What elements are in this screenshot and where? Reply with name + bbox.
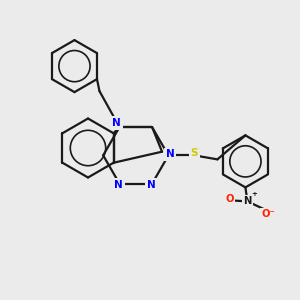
Text: N: N: [243, 196, 252, 206]
Text: N: N: [147, 180, 155, 190]
Text: N: N: [112, 118, 121, 128]
Text: +: +: [251, 191, 257, 197]
Text: S: S: [191, 148, 198, 158]
Text: N: N: [166, 149, 175, 159]
Text: O: O: [225, 194, 234, 204]
Text: N: N: [114, 180, 123, 190]
Text: O⁻: O⁻: [262, 209, 275, 219]
